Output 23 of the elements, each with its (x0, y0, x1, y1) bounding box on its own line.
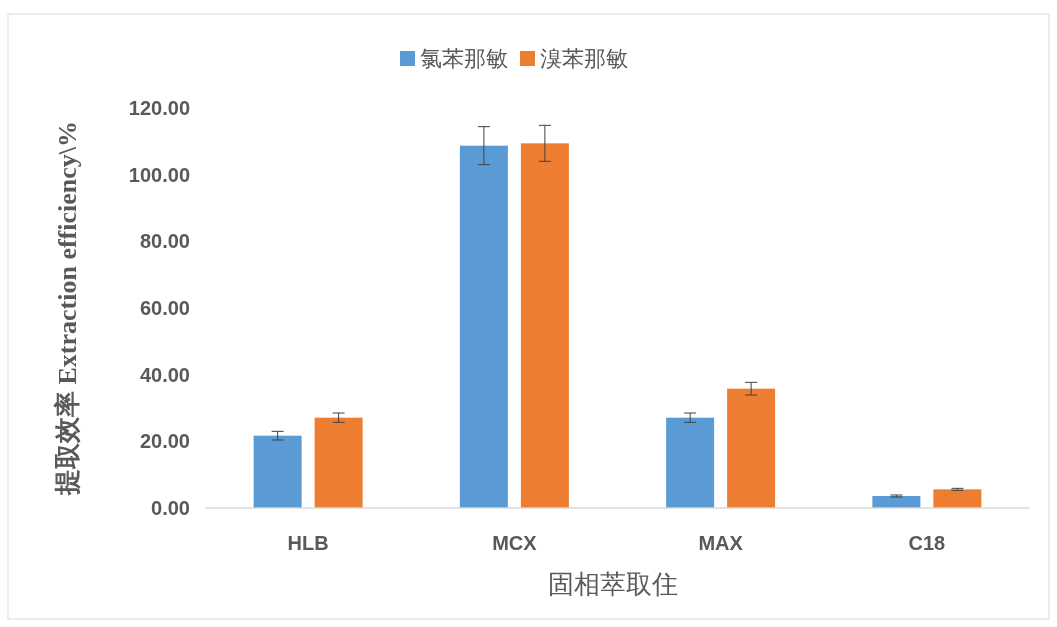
y-tick-label: 120.00 (128, 97, 190, 119)
legend-label: 氯苯那敏 (420, 46, 508, 71)
y-axis-title: 提取效率 Extraction efficiency\% (53, 120, 82, 497)
bar (459, 145, 508, 508)
bar (253, 435, 302, 508)
x-tick-label: MCX (492, 532, 538, 554)
y-tick-label: 20.00 (139, 430, 190, 453)
bar (933, 489, 982, 508)
y-tick-label: 60.00 (139, 297, 190, 319)
x-axis-title: 固相萃取住 (547, 569, 678, 599)
legend-label: 溴苯那敏 (540, 46, 628, 71)
y-tick-label: 0.00 (151, 497, 190, 519)
bar (872, 496, 921, 508)
bar (666, 417, 715, 508)
bar (520, 143, 569, 508)
y-tick-label: 40.00 (139, 363, 190, 386)
bar (314, 417, 363, 508)
y-tick-label: 100.00 (128, 163, 190, 186)
bar (727, 388, 776, 508)
x-tick-label: MAX (698, 532, 744, 554)
x-tick-label: HLB (287, 532, 329, 554)
x-tick-label: C18 (908, 532, 946, 554)
y-tick-label: 80.00 (139, 230, 190, 253)
